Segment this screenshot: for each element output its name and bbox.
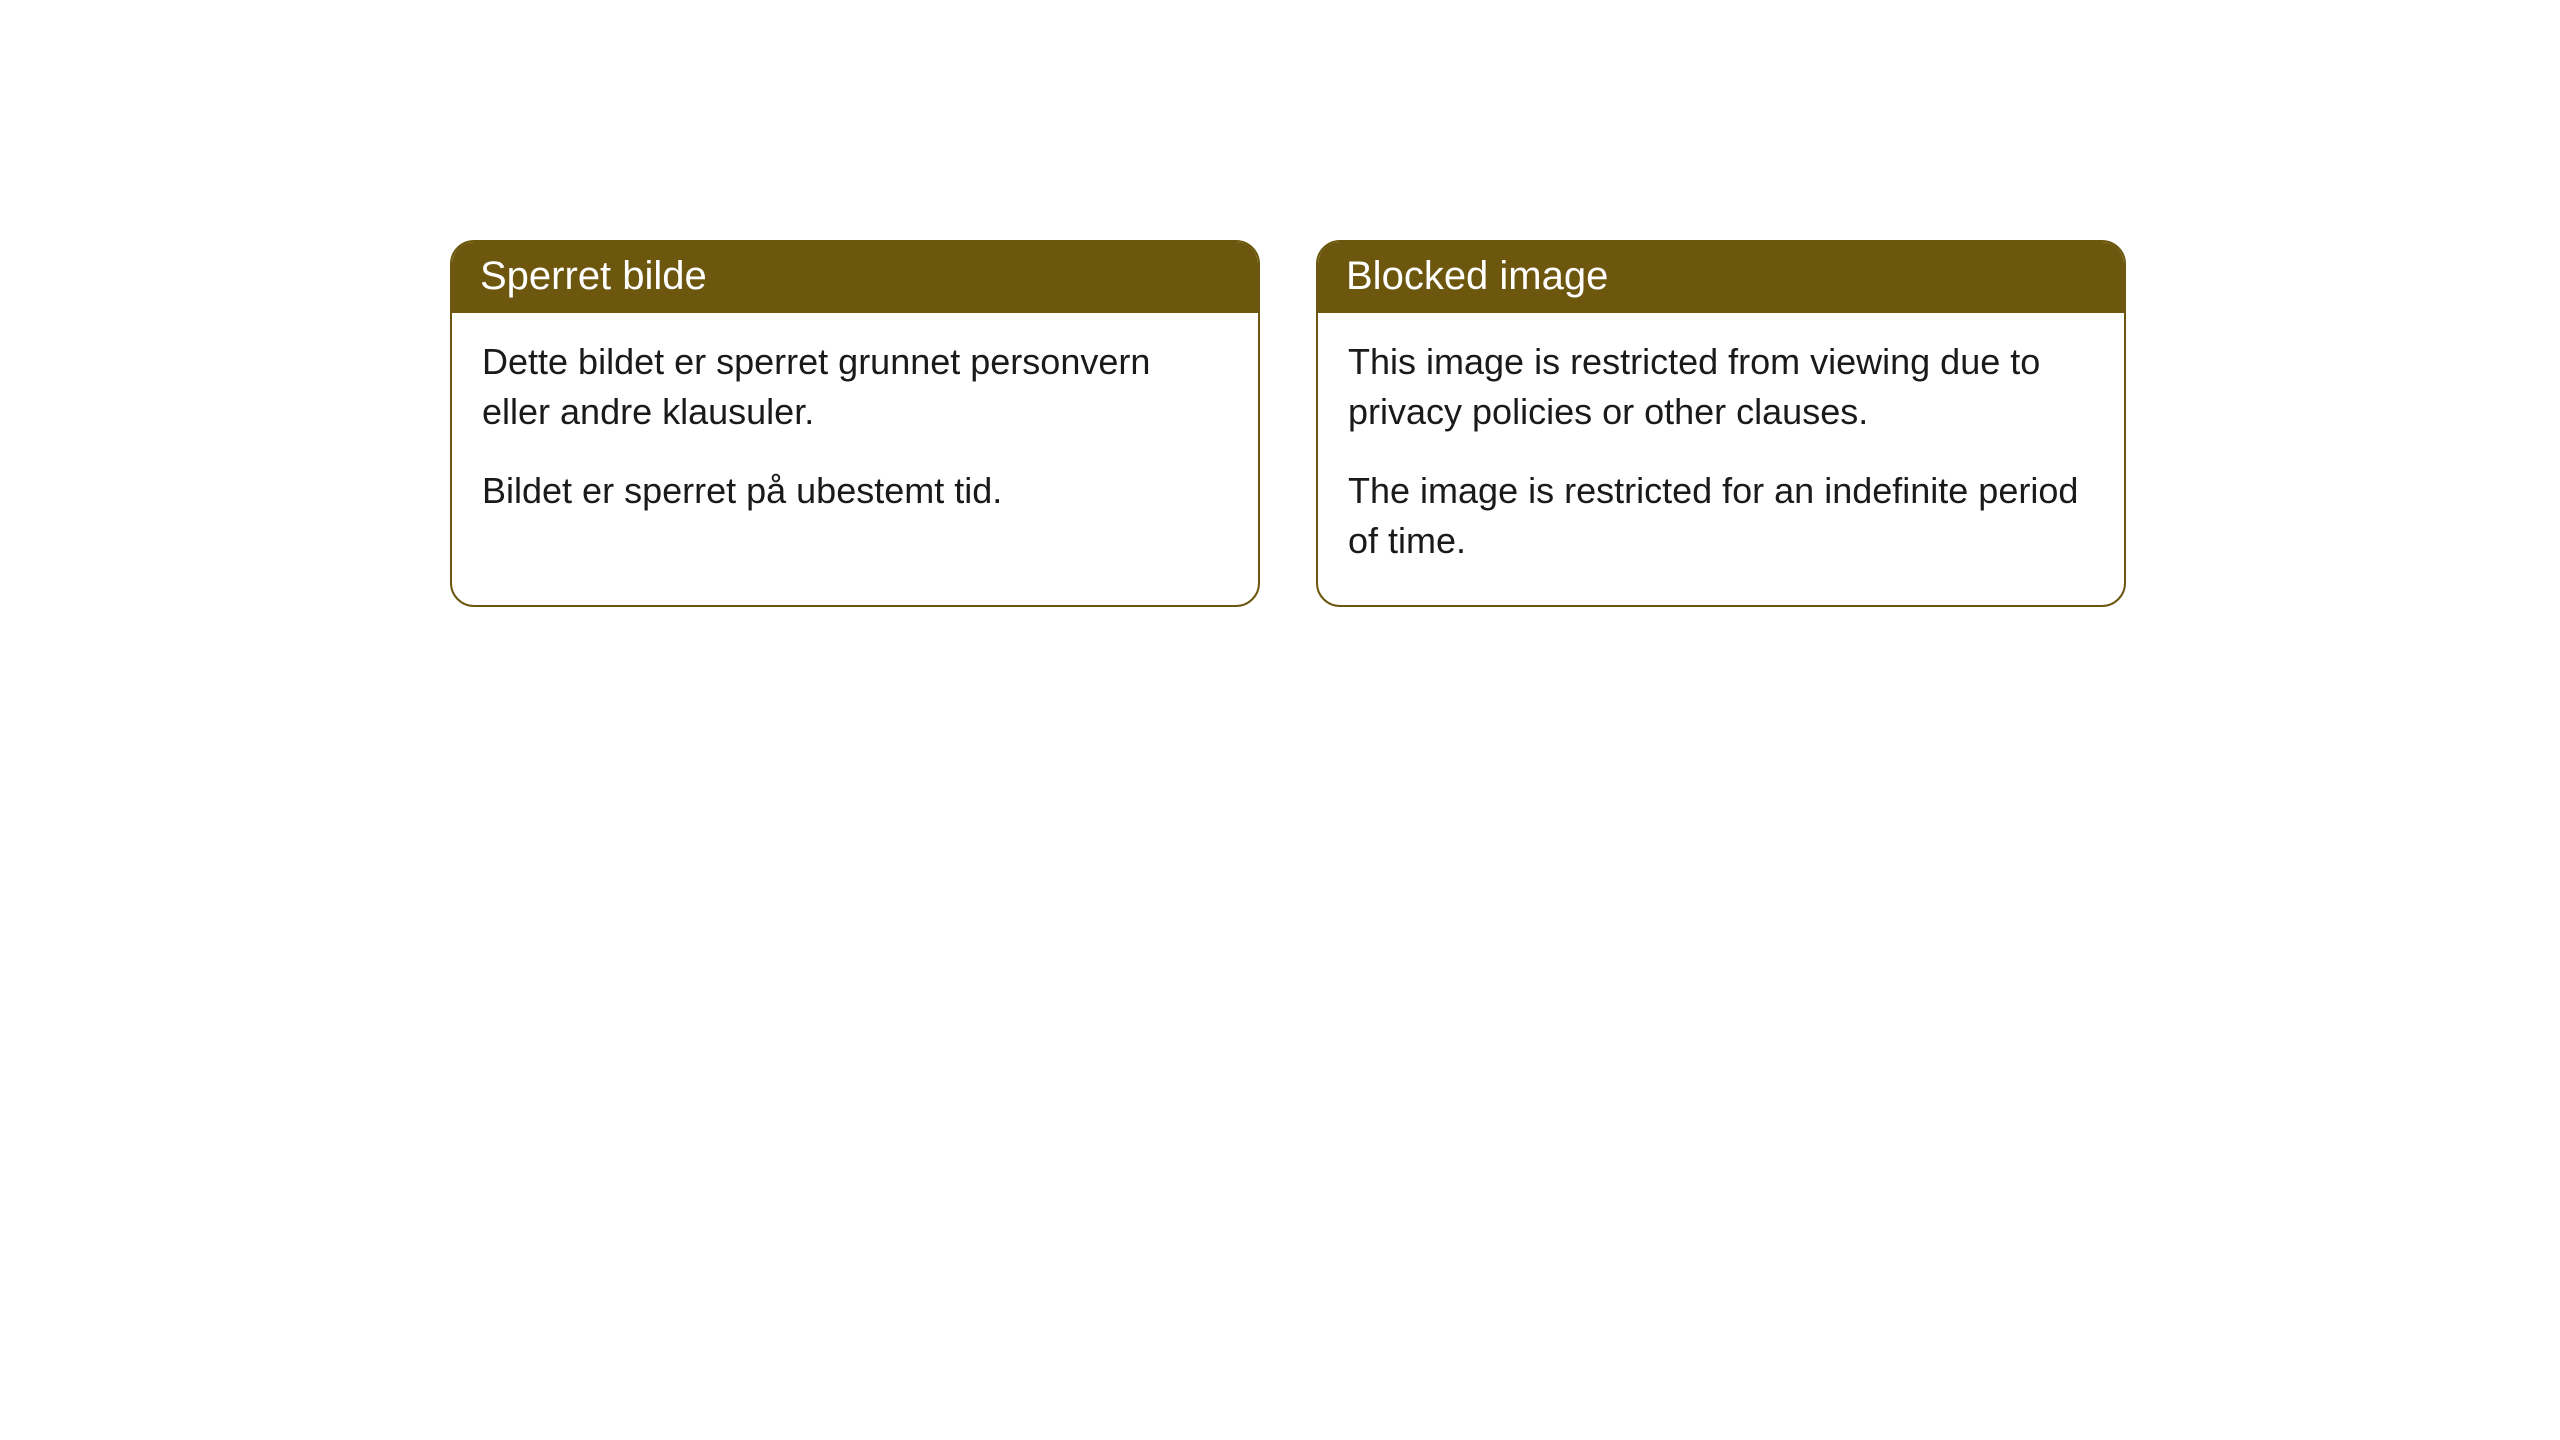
blocked-image-card-norwegian: Sperret bilde Dette bildet er sperret gr… [450, 240, 1260, 607]
card-body: Dette bildet er sperret grunnet personve… [452, 313, 1258, 554]
card-paragraph-1: This image is restricted from viewing du… [1348, 337, 2094, 438]
card-header: Sperret bilde [452, 242, 1258, 313]
notice-cards-container: Sperret bilde Dette bildet er sperret gr… [450, 240, 2560, 607]
card-title: Sperret bilde [480, 254, 707, 298]
card-title: Blocked image [1346, 254, 1608, 298]
blocked-image-card-english: Blocked image This image is restricted f… [1316, 240, 2126, 607]
card-body: This image is restricted from viewing du… [1318, 313, 2124, 605]
card-paragraph-2: Bildet er sperret på ubestemt tid. [482, 466, 1228, 516]
card-header: Blocked image [1318, 242, 2124, 313]
card-paragraph-1: Dette bildet er sperret grunnet personve… [482, 337, 1228, 438]
card-paragraph-2: The image is restricted for an indefinit… [1348, 466, 2094, 567]
